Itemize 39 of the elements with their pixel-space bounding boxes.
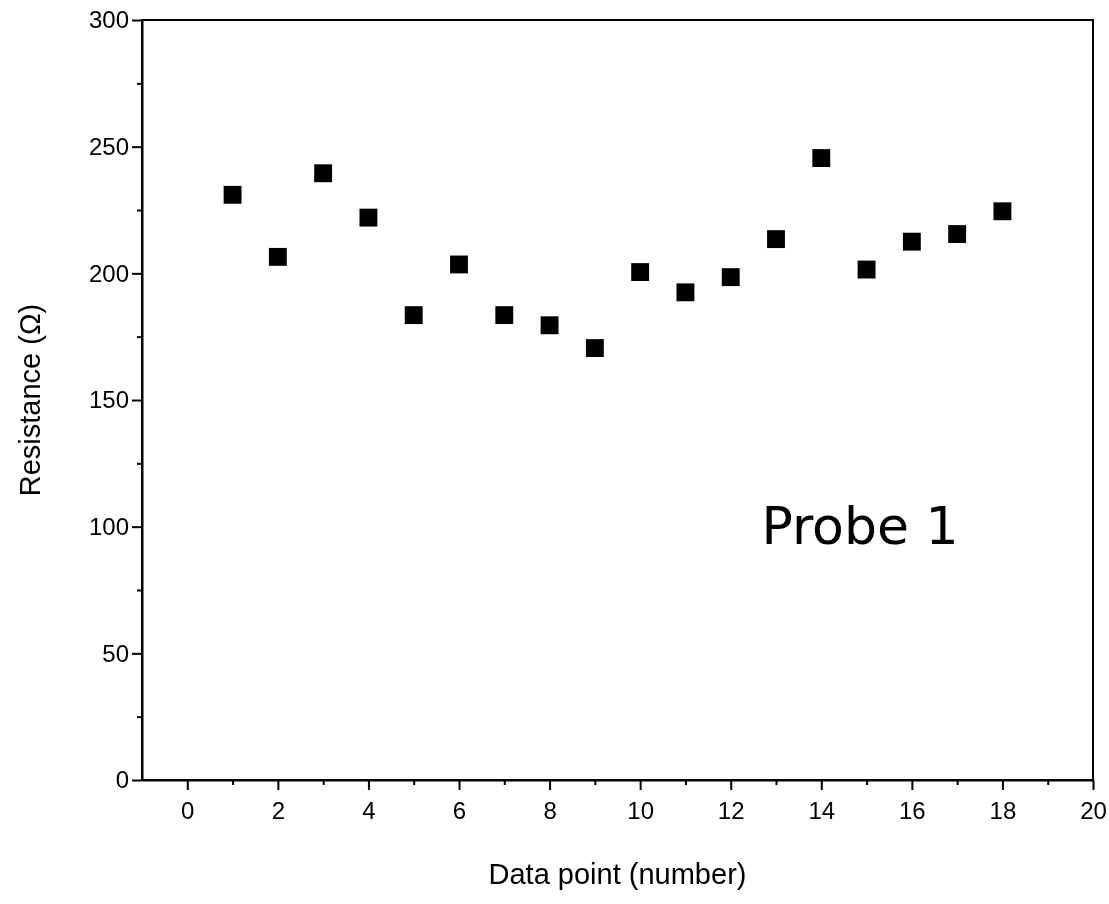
x-tick-label: 10 — [627, 797, 654, 825]
y-tick-label: 150 — [88, 386, 129, 414]
point — [585, 339, 604, 358]
x-tick-label: 4 — [362, 797, 376, 825]
x-axis-title: Data point (number) — [488, 858, 747, 890]
point — [812, 149, 831, 168]
x-tick-label: 8 — [543, 797, 557, 825]
x-tick-label: 16 — [899, 797, 926, 825]
y-tick-label: 0 — [115, 766, 129, 794]
x-tick-label: 0 — [181, 797, 195, 825]
x-tick-label: 2 — [271, 797, 286, 825]
x-tick-label: 12 — [717, 797, 745, 825]
annotation: Probe 1 — [761, 496, 959, 557]
point — [359, 208, 378, 227]
point — [721, 268, 740, 287]
point — [314, 164, 333, 183]
x-tick-label: 14 — [808, 797, 836, 825]
point — [857, 260, 876, 279]
point — [631, 263, 650, 282]
point — [268, 247, 287, 266]
y-tick-label: 50 — [102, 639, 129, 667]
point — [902, 232, 921, 251]
y-axis-title: Resistance (Ω) — [14, 303, 46, 497]
point — [948, 225, 967, 244]
x-tick-label: 18 — [989, 797, 1017, 825]
x-tick-label: 6 — [452, 797, 467, 825]
point — [450, 255, 468, 274]
y-tick-label: 250 — [88, 132, 129, 160]
point — [993, 202, 1012, 221]
point — [676, 283, 695, 302]
y-tick-label: 200 — [88, 259, 129, 287]
point — [495, 306, 514, 325]
point — [540, 316, 559, 335]
y-tick-label: 100 — [88, 512, 129, 540]
x-tick-label: 20 — [1080, 797, 1107, 825]
point — [767, 230, 785, 249]
y-tick-label: 300 — [88, 6, 129, 34]
point — [404, 306, 423, 325]
point — [223, 185, 242, 204]
